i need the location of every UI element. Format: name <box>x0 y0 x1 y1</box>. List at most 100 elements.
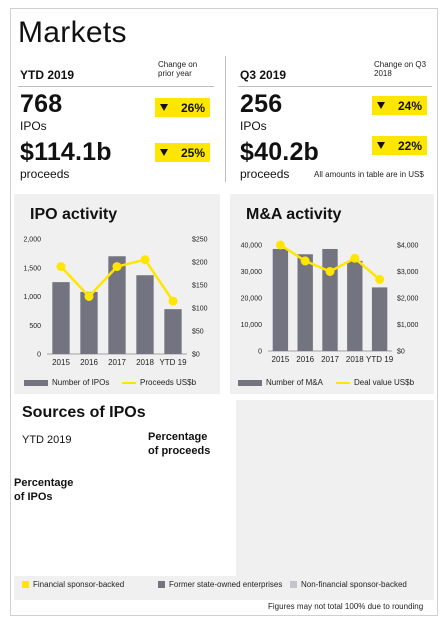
x-tick-label: 2017 <box>108 358 126 367</box>
q3-ipos-value: 256 <box>240 90 283 118</box>
ytd-change-label: Change on prior year <box>158 60 198 78</box>
q3-proceeds-value: $40.2b <box>240 138 320 166</box>
light-grey-swatch <box>290 581 297 588</box>
line-point <box>375 274 385 284</box>
legend-state-label: Former state-owned enterprises <box>169 580 283 589</box>
page-title: Markets <box>18 16 127 49</box>
ipo-legend-bar-label: Number of IPOs <box>52 378 110 387</box>
right-tick-label: $150 <box>192 283 208 290</box>
down-triangle-icon <box>160 104 168 111</box>
bar <box>347 260 363 351</box>
x-tick-label: YTD 19 <box>366 355 394 364</box>
sources-legend-state: Former state-owned enterprises <box>158 580 282 589</box>
x-tick-label: 2015 <box>52 358 70 367</box>
bar <box>80 291 98 354</box>
q3-ipos-change: 24% <box>397 98 422 113</box>
left-tick-label: 0 <box>37 352 41 359</box>
left-tick-label: 1,500 <box>23 265 41 272</box>
ma-activity-title: M&A activity <box>246 206 342 223</box>
percentage-of-ipos-label: Percentage of IPOs <box>14 477 74 503</box>
ma-activity-chart: 40,000 30,000 20,000 10,000 0 $4,000 $3,000 $2,… <box>241 240 419 364</box>
bar <box>272 248 289 351</box>
right-tick-label: $0 <box>192 352 200 359</box>
line-swatch <box>336 381 350 384</box>
line-point <box>84 292 94 301</box>
line-point <box>325 267 335 276</box>
ytd-ipos-change-badge: 26% <box>155 98 210 117</box>
right-tick-label: $3,000 <box>397 269 419 276</box>
ytd-proceeds-value: $114.1b <box>20 138 112 166</box>
sources-subtitle: YTD 2019 <box>22 434 72 446</box>
legend-nonfinancial-label: Non-financial sponsor-backed <box>301 580 407 589</box>
line-point <box>112 262 122 272</box>
x-tick-label: 2016 <box>80 358 98 367</box>
left-tick-label: 2,000 <box>23 237 41 244</box>
sources-legend-financial: Financial sponsor-backed <box>22 580 124 589</box>
right-tick-label: $100 <box>192 306 208 313</box>
bar <box>164 309 182 354</box>
left-tick-label: 20,000 <box>241 296 263 303</box>
x-tick-label: 2016 <box>296 355 314 364</box>
q3-header: Q3 2019 <box>240 68 287 82</box>
q3-proceeds-change-badge: 22% <box>372 136 427 155</box>
ytd-ipos-value: 768 <box>20 90 63 118</box>
ma-legend-bar-label: Number of M&A <box>266 378 323 387</box>
grey-swatch <box>158 581 165 588</box>
bar <box>297 254 313 351</box>
down-triangle-icon <box>160 149 168 156</box>
left-tick-label: 500 <box>29 323 41 330</box>
right-tick-label: $50 <box>192 329 204 336</box>
right-tick-label: $2,000 <box>397 296 419 303</box>
x-tick-label: 2015 <box>272 355 290 364</box>
bar <box>52 282 70 354</box>
ma-legend-bar: Number of M&A <box>238 378 323 387</box>
ytd-proceeds-change-badge: 25% <box>155 143 210 162</box>
left-tick-label: 1,000 <box>23 294 41 301</box>
x-tick-label: 2018 <box>136 358 154 367</box>
ytd-proceeds-change: 25% <box>180 145 205 160</box>
q3-proceeds-label: proceeds <box>240 167 290 181</box>
left-tick-label: 0 <box>258 349 262 356</box>
kpi-separator <box>225 56 226 182</box>
left-tick-label: 40,000 <box>241 243 263 250</box>
sources-title: Sources of IPOs <box>22 404 146 421</box>
ipo-legend-line: Proceeds US$b <box>122 378 196 387</box>
ytd-header: YTD 2019 <box>20 68 75 82</box>
bar-swatch <box>24 379 48 386</box>
down-triangle-icon <box>377 102 385 109</box>
line-point <box>56 262 66 272</box>
ytd-ipos-change: 26% <box>180 100 205 115</box>
line-point <box>275 240 285 250</box>
ma-legend-line: Deal value US$b <box>336 378 414 387</box>
q3-ipos-label: IPOs <box>240 119 267 133</box>
line-point <box>350 253 360 263</box>
q3-change-label: Change on Q3 2018 <box>374 60 427 78</box>
ytd-divider <box>18 86 214 87</box>
x-tick-label: 2017 <box>321 355 339 364</box>
left-tick-label: 10,000 <box>241 322 263 329</box>
left-tick-label: 30,000 <box>241 269 263 276</box>
right-tick-label: $250 <box>192 237 208 244</box>
percentage-of-proceeds-label: Percentage of proceeds <box>148 431 211 457</box>
line-swatch <box>122 381 136 384</box>
x-tick-label: 2018 <box>346 355 364 364</box>
ytd-proceeds-label: proceeds <box>20 167 70 181</box>
ipo-activity-title: IPO activity <box>30 206 118 223</box>
right-tick-label: $1,000 <box>397 322 419 329</box>
bar <box>136 275 154 354</box>
legend-financial-label: Financial sponsor-backed <box>33 580 125 589</box>
line-point <box>140 255 150 265</box>
ma-legend-line-label: Deal value US$b <box>354 378 415 387</box>
q3-divider <box>238 86 432 87</box>
x-tick-label: YTD 19 <box>159 358 187 367</box>
line-point <box>168 296 178 306</box>
currency-note: All amounts in table are in US$ <box>314 170 424 179</box>
ipo-activity-chart: 2,000 1,500 1,000 500 0 $250 $200 $150 $100 $50 $0… <box>23 237 207 368</box>
sources-donut-area <box>14 400 236 576</box>
right-tick-label: $4,000 <box>397 243 419 250</box>
right-tick-label: $0 <box>397 349 405 356</box>
ipo-legend-bar: Number of IPOs <box>24 378 109 387</box>
right-tick-label: $200 <box>192 260 208 267</box>
infographic-frame <box>10 8 438 616</box>
rounding-note: Figures may not total 100% due to roundi… <box>268 602 424 611</box>
